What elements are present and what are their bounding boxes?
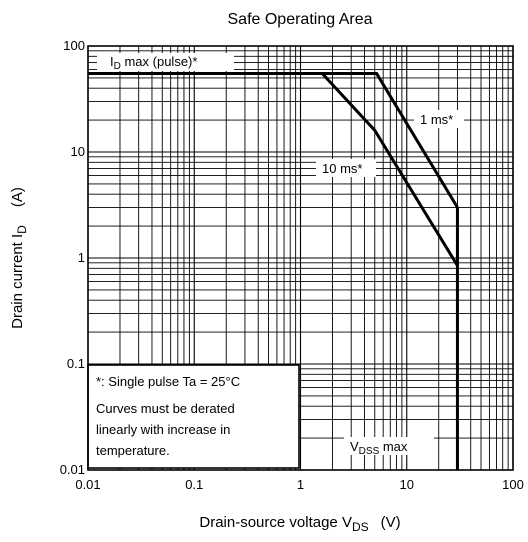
vdss-label: VDSS max — [350, 439, 408, 457]
y-tick-label: 1 — [78, 250, 85, 265]
x-tick-label: 0.1 — [185, 477, 203, 492]
one-ms-label: 1 ms* — [420, 112, 453, 127]
x-tick-label: 1 — [297, 477, 304, 492]
x-tick-label: 10 — [400, 477, 414, 492]
notes-box — [87, 364, 300, 469]
ten-ms-label-bg — [316, 159, 376, 177]
y-tick-label: 10 — [71, 144, 85, 159]
x-tick-labels: 0.01 0.1 1 10 100 — [75, 477, 524, 492]
series-line-2 — [88, 72, 459, 267]
one-ms-label-bg — [414, 110, 464, 128]
notes-line-3: linearly with increase in — [96, 422, 230, 437]
id-max-label-bg — [97, 53, 234, 71]
ten-ms-label: 10 ms* — [322, 161, 362, 176]
plot-frame — [87, 45, 514, 471]
chart-title: Safe Operating Area — [228, 11, 373, 28]
x-axis-label: Drain-source voltage VDS (V) — [199, 514, 400, 534]
notes-line-1: *: Single pulse Ta = 25°C — [96, 374, 240, 389]
y-tick-label: 0.1 — [67, 356, 85, 371]
x-tick-label: 100 — [502, 477, 524, 492]
vdss-label-bg — [344, 437, 434, 455]
x-tick-label: 0.01 — [75, 477, 100, 492]
series-layer — [88, 72, 459, 470]
y-tick-labels: 0.01 0.1 1 10 100 — [60, 38, 85, 477]
notes-line-4: temperature. — [96, 443, 170, 458]
id-max-label: ID max (pulse)* — [110, 54, 197, 72]
notes-line-2: Curves must be derated — [96, 401, 235, 416]
y-axis-label: Drain current ID(A) — [9, 187, 29, 329]
y-tick-label: 0.01 — [60, 462, 85, 477]
y-tick-label: 100 — [63, 38, 85, 53]
